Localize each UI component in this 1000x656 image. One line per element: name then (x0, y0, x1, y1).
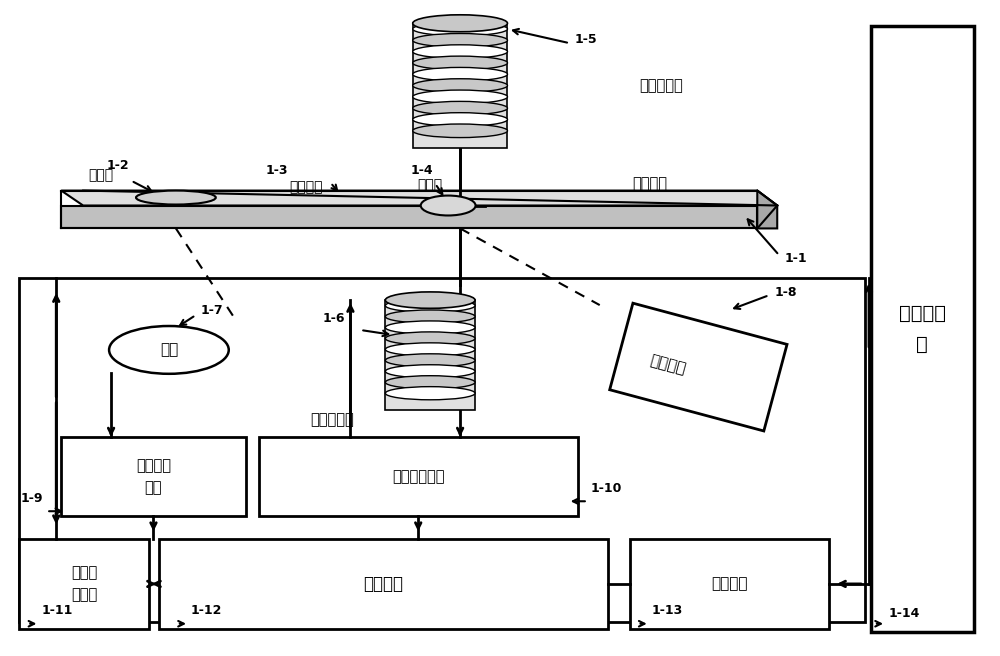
Text: 1-10: 1-10 (591, 482, 622, 495)
Text: 电磁控制电路: 电磁控制电路 (392, 469, 444, 484)
Text: 样品池: 样品池 (89, 169, 114, 182)
Text: 1-14: 1-14 (889, 607, 920, 620)
Text: 1-13: 1-13 (652, 604, 683, 617)
Text: 1-4: 1-4 (410, 164, 433, 177)
Text: 1-8: 1-8 (774, 285, 797, 298)
Text: 1-5: 1-5 (575, 33, 597, 46)
Text: 1-3: 1-3 (266, 164, 288, 177)
Text: 上位计算
机: 上位计算 机 (899, 304, 946, 354)
Text: 下电磁线圈: 下电磁线圈 (311, 412, 354, 427)
Ellipse shape (421, 195, 476, 215)
Bar (259, 436, 578, 516)
Bar (61, 436, 246, 516)
Ellipse shape (413, 15, 507, 31)
Text: 反应池: 反应池 (418, 178, 443, 193)
Ellipse shape (385, 332, 475, 345)
Ellipse shape (385, 292, 475, 308)
Ellipse shape (136, 191, 216, 205)
Ellipse shape (385, 299, 475, 312)
Polygon shape (757, 191, 777, 228)
Polygon shape (61, 191, 777, 205)
Ellipse shape (413, 68, 507, 81)
Ellipse shape (385, 365, 475, 378)
Ellipse shape (413, 124, 507, 138)
Ellipse shape (385, 376, 475, 389)
Text: 1-12: 1-12 (191, 604, 222, 617)
Text: 中心通道: 中心通道 (289, 180, 322, 195)
Ellipse shape (385, 343, 475, 356)
Bar (19, 278, 865, 622)
Ellipse shape (413, 56, 507, 70)
Ellipse shape (413, 79, 507, 92)
Bar (385, 300, 475, 409)
Ellipse shape (413, 33, 507, 47)
Text: 1-6: 1-6 (322, 312, 345, 325)
Ellipse shape (413, 102, 507, 115)
Text: 恒温加
热电路: 恒温加 热电路 (71, 565, 97, 602)
Text: 1-9: 1-9 (21, 492, 43, 505)
Ellipse shape (385, 386, 475, 400)
Text: 上电磁线圈: 上电磁线圈 (640, 79, 683, 94)
Text: 指示装置: 指示装置 (711, 577, 748, 592)
Polygon shape (61, 205, 757, 228)
Bar (159, 539, 608, 628)
Text: 光源控制
电路: 光源控制 电路 (136, 458, 171, 495)
Ellipse shape (385, 354, 475, 367)
Text: 检测芯片: 检测芯片 (632, 176, 667, 191)
Text: 1-7: 1-7 (201, 304, 223, 317)
Ellipse shape (385, 310, 475, 323)
Text: 检测装置: 检测装置 (648, 353, 687, 377)
Ellipse shape (413, 113, 507, 126)
Bar (630, 539, 829, 628)
Bar (871, 26, 974, 632)
Ellipse shape (385, 321, 475, 334)
Bar (19, 539, 149, 628)
Ellipse shape (413, 22, 507, 35)
Text: 光源: 光源 (160, 342, 178, 358)
Text: 1-1: 1-1 (784, 252, 807, 265)
Ellipse shape (413, 45, 507, 58)
Ellipse shape (413, 90, 507, 104)
Bar (610, 303, 787, 431)
Bar (413, 24, 507, 148)
Text: 主控电路: 主控电路 (363, 575, 403, 593)
Text: 1-11: 1-11 (41, 604, 73, 617)
Text: 1-2: 1-2 (106, 159, 129, 172)
Ellipse shape (109, 326, 229, 374)
